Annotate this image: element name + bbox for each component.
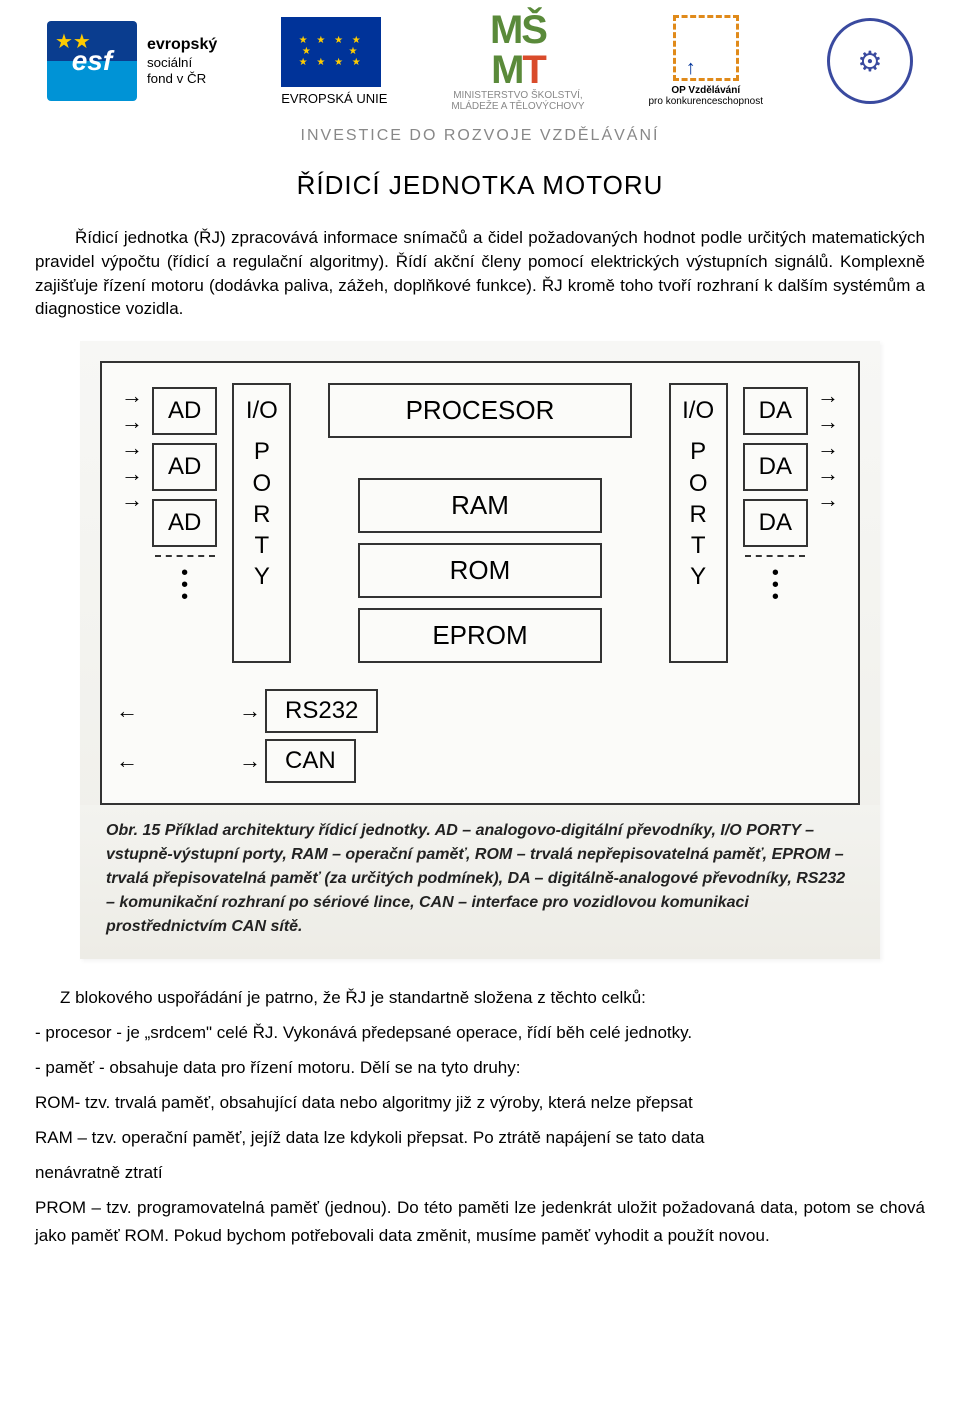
subtitle: INVESTICE DO ROZVOJE VZDĚLÁVÁNÍ — [0, 127, 960, 145]
diagram-caption: Obr. 15 Příklad architektury řídicí jedn… — [80, 805, 880, 959]
gear-logo-icon: ⚙ — [827, 18, 913, 104]
rom-box: ROM — [358, 543, 602, 598]
arrow-icon: → — [112, 461, 152, 487]
text: I/O — [246, 395, 278, 426]
text-line: nenávratně ztratí — [35, 1159, 925, 1188]
text: evropský — [147, 36, 217, 53]
text: Y — [254, 561, 270, 592]
da-box: DA — [743, 499, 808, 547]
ad-column: AD AD AD ••• — [152, 383, 217, 663]
diagram-container: → → → → → AD AD AD ••• I/O P O R — [80, 341, 880, 959]
text-line: - procesor - je „srdcem" celé ŘJ. Vykoná… — [35, 1019, 925, 1048]
da-box: DA — [743, 387, 808, 435]
text: sociální — [147, 55, 217, 71]
text: MINISTERSTVO ŠKOLSTVÍ, — [451, 90, 584, 101]
text-line: PROM – tzv. programovatelná paměť (jedno… — [35, 1194, 925, 1252]
eu-logo-block: ★ ★ ★ ★★ ★★ ★ ★ ★ EVROPSKÁ UNIE — [281, 17, 387, 106]
arrow-icon: → — [808, 461, 848, 487]
text: R — [253, 499, 270, 530]
msmt-logo-block: MŠMT MINISTERSTVO ŠKOLSTVÍ, MLÁDEŽE A TĚ… — [451, 10, 584, 112]
body-text: Z blokového uspořádání je patrno, že ŘJ … — [0, 959, 960, 1267]
op-logo-block: OP Vzdělávání pro konkurenceschopnost — [649, 15, 764, 107]
msmt-icon: MŠMT — [451, 10, 584, 90]
esf-logo-text: esf — [72, 45, 112, 77]
esf-logo-block: esf evropský sociální fond v ČR — [47, 21, 217, 101]
eu-flag-icon: ★ ★ ★ ★★ ★★ ★ ★ ★ — [281, 17, 381, 87]
da-column: DA DA DA ••• — [743, 383, 808, 663]
eu-label: EVROPSKÁ UNIE — [281, 91, 387, 106]
ad-box: AD — [152, 387, 217, 435]
ad-box: AD — [152, 443, 217, 491]
rs232-row: ←→ RS232 — [112, 689, 848, 733]
can-row: ←→ CAN — [112, 739, 848, 783]
io-port-left: I/O P O R T Y — [232, 383, 291, 663]
text: O — [689, 468, 708, 499]
esf-logo-icon: esf — [47, 21, 137, 101]
dots: ••• — [181, 567, 188, 603]
processor-box: PROCESOR — [328, 383, 632, 438]
text: pro konkurenceschopnost — [649, 96, 764, 107]
text: O — [253, 468, 272, 499]
dashed-line — [155, 555, 215, 557]
text-line: - paměť - obsahuje data pro řízení motor… — [35, 1054, 925, 1083]
da-box: DA — [743, 443, 808, 491]
text: P — [254, 436, 270, 467]
text-line: Z blokového uspořádání je patrno, že ŘJ … — [35, 984, 925, 1013]
can-box: CAN — [265, 739, 356, 783]
text: I/O — [682, 395, 714, 426]
ad-box: AD — [152, 499, 217, 547]
text: R — [689, 499, 706, 530]
logo-header: esf evropský sociální fond v ČR ★ ★ ★ ★★… — [0, 0, 960, 117]
text-line: RAM – tzv. operační paměť, jejíž data lz… — [35, 1124, 925, 1153]
architecture-diagram: → → → → → AD AD AD ••• I/O P O R — [100, 361, 860, 805]
eprom-box: EPROM — [358, 608, 602, 663]
text: OP Vzdělávání — [671, 85, 740, 96]
text: T — [691, 530, 706, 561]
left-arrows: → → → → → — [112, 383, 152, 663]
arrow-icon: → — [808, 487, 848, 513]
esf-text: evropský sociální fond v ČR — [147, 35, 217, 86]
text: fond v ČR — [147, 71, 217, 87]
rs232-box: RS232 — [265, 689, 378, 733]
text: P — [690, 436, 706, 467]
op-icon — [673, 15, 739, 81]
arrow-icon: → — [112, 383, 152, 409]
arrow-icon: → — [112, 409, 152, 435]
dashed-line — [745, 555, 805, 557]
arrow-icon: → — [808, 435, 848, 461]
center-column: PROCESOR RAM ROM EPROM — [291, 383, 668, 663]
arrow-icon: → — [808, 409, 848, 435]
arrow-icon: → — [112, 487, 152, 513]
text: MLÁDEŽE A TĚLOVÝCHOVY — [451, 101, 584, 112]
arrow-icon: → — [112, 435, 152, 461]
intro-paragraph: Řídicí jednotka (ŘJ) zpracovává informac… — [0, 226, 960, 321]
right-arrows: → → → → → — [808, 383, 848, 663]
text: Y — [690, 561, 706, 592]
page-title: ŘÍDICÍ JEDNOTKA MOTORU — [0, 170, 960, 201]
io-port-right: I/O P O R T Y — [669, 383, 728, 663]
ram-box: RAM — [358, 478, 602, 533]
text-line: ROM- tzv. trvalá paměť, obsahující data … — [35, 1089, 925, 1118]
arrow-icon: → — [808, 383, 848, 409]
dots: ••• — [772, 567, 779, 603]
text: T — [255, 530, 270, 561]
